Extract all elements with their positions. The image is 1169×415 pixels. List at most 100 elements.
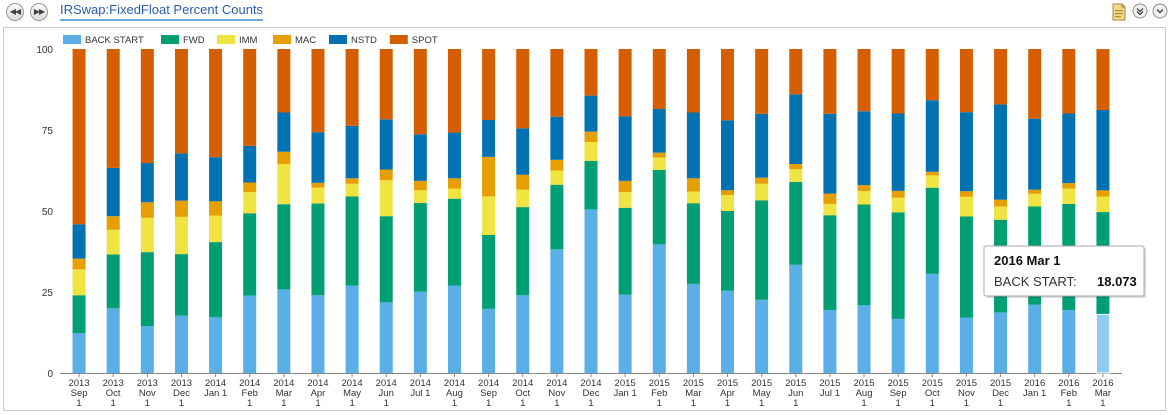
bar-segment[interactable] [1062,188,1076,204]
bar-segment[interactable] [789,169,803,182]
bar-segment[interactable] [823,49,837,114]
bar-segment[interactable] [106,254,120,309]
bar-segment[interactable] [277,204,291,290]
bar-segment[interactable] [1028,304,1042,373]
bar-segment[interactable] [550,249,564,373]
bar-segment[interactable] [618,116,632,181]
bar-segment[interactable] [140,49,154,164]
bar-segment[interactable] [72,258,86,270]
bar-segment[interactable] [618,294,632,373]
bar-segment[interactable] [755,183,769,201]
bar-segment[interactable] [584,160,598,210]
bar-segment[interactable] [721,211,735,291]
bar-segment[interactable] [1028,49,1042,119]
bar-segment[interactable] [311,295,325,373]
bar-segment[interactable] [482,234,496,309]
bar-segment[interactable] [959,112,973,192]
bar-segment[interactable] [959,196,973,217]
bar-segment[interactable] [447,178,461,189]
bar-segment[interactable] [550,116,564,160]
bar-segment[interactable] [243,192,257,214]
bar-segment[interactable] [584,131,598,142]
bar-segment[interactable] [550,49,564,117]
bar-segment[interactable] [379,302,393,373]
bar-segment[interactable] [994,199,1008,207]
bar-segment[interactable] [584,49,598,96]
bar-segment[interactable] [959,191,973,197]
bar-segment[interactable] [174,200,188,217]
bar-segment[interactable] [721,120,735,191]
bar-segment[interactable] [550,159,564,171]
bar-segment[interactable] [345,125,359,179]
bar-segment[interactable] [72,269,86,296]
bar-segment[interactable] [823,203,837,216]
bar-segment[interactable] [72,224,86,259]
bar-segment[interactable] [482,196,496,235]
bar-segment[interactable] [857,185,871,191]
bar-segment[interactable] [652,49,666,109]
bar-segment[interactable] [959,317,973,373]
bar-segment[interactable] [72,49,86,225]
bar-segment[interactable] [277,151,291,165]
bar-segment[interactable] [345,49,359,126]
bar-segment[interactable] [618,49,632,117]
bar-segment[interactable] [1028,118,1042,190]
bar-segment[interactable] [823,193,837,204]
bar-segment[interactable] [140,163,154,203]
bar-segment[interactable] [959,49,973,113]
bar-segment[interactable] [174,254,188,316]
bar-segment[interactable] [925,100,939,172]
bar-segment[interactable] [755,49,769,114]
bar-segment[interactable] [277,112,291,152]
bar-segment[interactable] [379,119,393,170]
bar-segment[interactable] [413,202,427,292]
bar-segment[interactable] [447,49,461,133]
bar-segment[interactable] [311,182,325,188]
bar-segment[interactable] [1028,193,1042,207]
bar-segment[interactable] [652,169,666,245]
bar-segment[interactable] [789,164,803,170]
bar-segment[interactable] [959,216,973,318]
bar-segment[interactable] [413,190,427,203]
bar-segment[interactable] [789,94,803,165]
bar-segment[interactable] [652,244,666,373]
bar-segment[interactable] [243,182,257,193]
bar-segment[interactable] [1062,113,1076,184]
bar-segment[interactable] [106,216,120,230]
bar-segment[interactable] [823,310,837,373]
bar-segment[interactable] [994,49,1008,105]
bar-segment[interactable] [789,49,803,95]
bar-segment[interactable] [482,119,496,157]
bar-segment[interactable] [584,141,598,161]
bar-segment[interactable] [891,190,905,198]
bar-segment[interactable] [652,152,666,158]
bar-segment[interactable] [345,285,359,373]
bar-segment[interactable] [925,187,939,274]
bar-segment[interactable] [140,217,154,253]
bar-segment[interactable] [140,326,154,373]
bar-segment[interactable] [857,111,871,186]
bar-segment[interactable] [140,202,154,218]
bar-segment[interactable] [755,177,769,184]
bar-segment[interactable] [516,174,530,190]
bar-segment[interactable] [755,113,769,178]
bar-segment[interactable] [379,216,393,303]
fast-forward-icon[interactable]: ▶▶ [30,3,48,21]
bar-segment[interactable] [482,156,496,197]
bar-segment[interactable] [209,215,223,243]
bar-segment[interactable] [925,49,939,101]
bar-segment[interactable] [379,169,393,181]
bar-segment[interactable] [1028,189,1042,194]
bar-segment[interactable] [584,95,598,132]
bar-segment[interactable] [550,170,564,185]
bar-segment[interactable] [857,305,871,373]
bar-segment[interactable] [516,49,530,129]
bar-segment[interactable] [106,229,120,255]
bar-segment[interactable] [1096,190,1110,197]
bar-segment[interactable] [686,191,700,204]
bar-segment[interactable] [686,203,700,284]
bar-segment[interactable] [1062,49,1076,114]
bar-segment[interactable] [482,49,496,120]
bar-segment[interactable] [891,318,905,373]
bar-segment[interactable] [652,157,666,170]
